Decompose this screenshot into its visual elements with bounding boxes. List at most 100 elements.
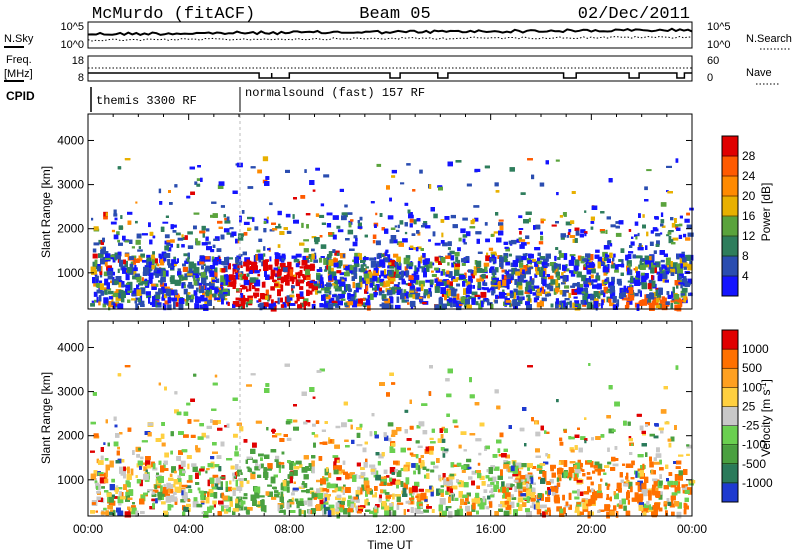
data-cell xyxy=(450,255,455,261)
data-cell xyxy=(92,248,97,253)
data-cell xyxy=(341,212,348,216)
data-cell xyxy=(415,292,421,300)
data-cell xyxy=(320,203,325,207)
data-cell xyxy=(601,259,604,264)
data-cell xyxy=(293,197,297,200)
data-cell xyxy=(236,255,242,262)
data-cell xyxy=(401,278,405,282)
data-cell xyxy=(221,268,226,273)
data-cell xyxy=(656,240,660,246)
data-cell xyxy=(685,237,691,241)
data-cell xyxy=(162,221,169,224)
data-cell xyxy=(647,283,652,290)
data-cell xyxy=(659,303,662,308)
data-cell xyxy=(564,298,570,301)
data-cell xyxy=(678,234,683,239)
data-cell xyxy=(450,290,457,297)
data-cell xyxy=(416,218,421,222)
data-cell xyxy=(352,270,356,275)
data-cell xyxy=(114,252,118,257)
data-cell xyxy=(383,281,386,288)
data-cell xyxy=(213,267,218,274)
data-cell xyxy=(590,221,595,224)
data-cell xyxy=(650,230,654,234)
data-cell xyxy=(333,262,339,268)
data-cell xyxy=(108,301,114,308)
data-cell xyxy=(271,222,276,225)
data-cell xyxy=(275,226,282,229)
data-cell xyxy=(393,253,399,258)
data-cell xyxy=(419,169,423,174)
data-cell xyxy=(283,227,288,230)
cpid-label: CPID xyxy=(6,89,35,103)
data-cell xyxy=(163,254,167,262)
data-cell xyxy=(246,288,249,292)
data-cell xyxy=(606,258,611,263)
data-cell xyxy=(238,260,243,268)
data-cell xyxy=(573,257,576,260)
data-cell xyxy=(400,293,405,300)
data-cell xyxy=(303,303,306,310)
data-cell xyxy=(341,215,347,221)
data-cell xyxy=(423,292,426,299)
data-cell xyxy=(571,288,578,295)
data-cell xyxy=(629,245,633,248)
data-cell xyxy=(248,284,252,292)
data-cell xyxy=(279,283,282,289)
data-cell xyxy=(178,302,184,310)
data-cell xyxy=(100,258,106,265)
data-cell xyxy=(299,291,304,298)
data-cell xyxy=(293,259,300,263)
data-cell xyxy=(457,247,461,252)
data-cell xyxy=(168,294,171,300)
data-cell xyxy=(656,292,662,298)
data-cell xyxy=(176,258,179,263)
data-cell xyxy=(135,239,141,245)
data-cell xyxy=(587,279,590,285)
data-cell xyxy=(670,302,674,309)
data-cell xyxy=(157,302,162,308)
data-cell xyxy=(563,300,566,307)
data-cell xyxy=(535,264,540,272)
data-cell xyxy=(313,252,317,256)
data-cell xyxy=(295,253,302,258)
data-cell xyxy=(592,284,598,289)
data-cell xyxy=(628,229,632,232)
data-cell xyxy=(303,248,309,253)
data-cell xyxy=(293,274,296,277)
data-cell xyxy=(490,258,495,262)
data-cell xyxy=(238,233,244,237)
data-cell xyxy=(398,242,404,247)
data-cell xyxy=(470,270,474,276)
data-cell xyxy=(590,254,594,261)
colorbar-swatch xyxy=(722,256,738,277)
data-cell xyxy=(206,246,212,251)
data-cell xyxy=(235,269,240,275)
data-cell xyxy=(644,294,648,300)
data-cell xyxy=(422,302,427,305)
data-cell xyxy=(471,273,475,279)
data-cell xyxy=(637,289,641,294)
data-cell xyxy=(251,264,256,267)
data-cell xyxy=(515,255,522,261)
data-cell xyxy=(490,234,494,237)
data-cell xyxy=(497,281,501,288)
data-cell xyxy=(222,288,228,294)
data-cell xyxy=(658,287,663,295)
data-cell xyxy=(494,277,499,282)
data-cell xyxy=(445,271,451,277)
data-cell xyxy=(390,227,396,230)
data-cell xyxy=(152,235,156,239)
data-cell xyxy=(269,202,273,206)
data-cell xyxy=(404,202,409,206)
data-cell xyxy=(555,247,559,250)
data-cell xyxy=(390,434,396,437)
data-cell xyxy=(577,255,582,261)
data-cell xyxy=(498,219,504,222)
data-cell xyxy=(174,261,178,264)
data-cell xyxy=(457,293,460,300)
data-cell xyxy=(366,298,371,306)
data-cell xyxy=(477,251,483,254)
data-cell xyxy=(245,298,249,302)
